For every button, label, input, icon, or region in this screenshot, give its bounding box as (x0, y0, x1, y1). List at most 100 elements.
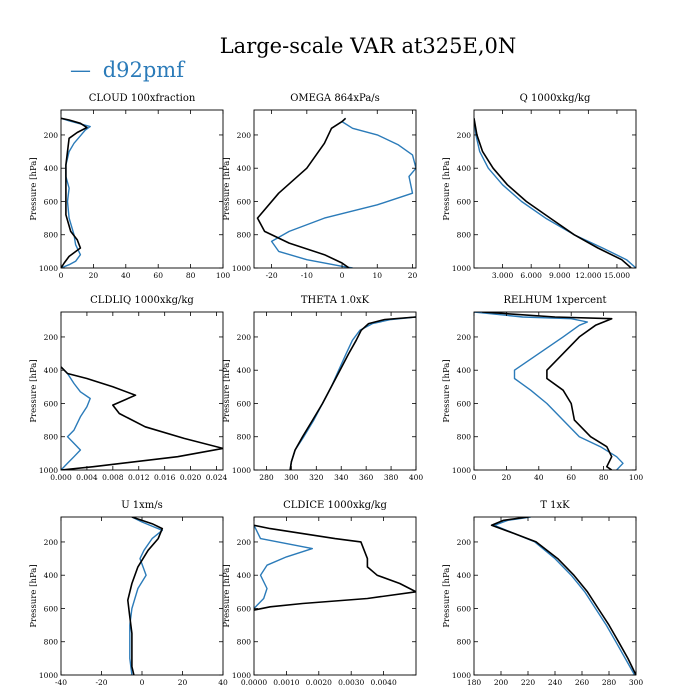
panel-title: CLDICE 1000xkg/kg (283, 500, 387, 511)
panel-title: Q 1000xkg/kg (520, 93, 591, 104)
model-line (61, 117, 91, 268)
chart-panel: U 1xm/s -40 -20 0 20 40 200 400 600 800 1000 Pressu… (29, 500, 228, 687)
plot-frame (473, 311, 637, 471)
chart-panel: T 1xK 180 200 220 240 260 280 300 200 400 600 800 10… (442, 500, 643, 687)
y-tick-label: 1000 (39, 466, 58, 475)
y-tick-label: 600 (237, 399, 252, 408)
series-group (127, 517, 164, 675)
panel-grid: CLOUD 100xfraction 0 20 40 60 80 100 200 400 600 8… (29, 93, 643, 687)
x-tick-label: 80 (599, 473, 609, 482)
plot-frame (253, 311, 417, 471)
y-tick-label: 400 (44, 366, 59, 375)
y-axis-label: Pressure [hPa] (29, 157, 39, 220)
x-tick-label: 340 (334, 473, 349, 482)
y-tick-label: 800 (457, 638, 472, 647)
x-tick-label: 0.000 (50, 473, 72, 482)
reference-line (289, 316, 416, 470)
model-line (474, 312, 624, 470)
x-tick-label: 260 (575, 678, 590, 687)
y-axis-label: Pressure [hPa] (29, 359, 39, 422)
model-line (474, 118, 636, 268)
y-tick-label: 800 (457, 231, 472, 240)
y-tick-label: 200 (44, 538, 59, 547)
x-tick-label: 0 (472, 473, 477, 482)
model-line (254, 524, 313, 609)
plot-frame (60, 109, 224, 269)
panel-title: CLDLIQ 1000xkg/kg (90, 295, 194, 306)
x-tick-label: 0.0010 (273, 678, 299, 687)
x-tick-label: 200 (494, 678, 509, 687)
legend-label: d92pmf (103, 58, 187, 82)
series-group (61, 366, 223, 470)
y-tick-label: 600 (237, 197, 252, 206)
plot-frame (473, 109, 637, 269)
y-tick-label: 600 (44, 399, 59, 408)
x-tick-label: 0.0020 (306, 678, 332, 687)
x-tick-label: 20 (89, 271, 99, 280)
chart-panel: RELHUM 1xpercent 0 20 40 60 80 100 200 400 600 800… (442, 295, 643, 482)
y-tick-label: 200 (44, 131, 59, 140)
x-tick-label: 0.0040 (370, 678, 396, 687)
y-tick-label: 400 (457, 164, 472, 173)
page-title: Large-scale VAR at325E,0N (220, 34, 517, 58)
plot-frame (253, 109, 417, 269)
y-tick-label: 400 (237, 164, 252, 173)
y-tick-label: 1000 (39, 671, 58, 680)
y-tick-label: 600 (457, 604, 472, 613)
y-axis-label: Pressure [hPa] (29, 564, 39, 627)
chart-panel: OMEGA 864xPa/s -20 -10 0 10 20 200 400 600 800 100… (222, 93, 417, 280)
y-tick-label: 600 (457, 197, 472, 206)
panel-title: U 1xm/s (121, 500, 163, 511)
x-tick-label: 0.016 (154, 473, 176, 482)
reference-line (254, 524, 416, 611)
y-tick-label: 400 (237, 571, 252, 580)
y-tick-label: 600 (44, 604, 59, 613)
series-group (490, 517, 636, 675)
y-tick-label: 400 (44, 164, 59, 173)
x-tick-label: 60 (566, 473, 576, 482)
model-line (289, 316, 416, 470)
reference-line (127, 517, 164, 675)
x-tick-label: 80 (186, 271, 196, 280)
x-tick-label: 100 (216, 271, 231, 280)
legend-marker: — (70, 58, 91, 82)
y-tick-label: 1000 (452, 264, 471, 273)
x-tick-label: 20 (178, 678, 188, 687)
series-group (256, 117, 416, 268)
panel-title: THETA 1.0xK (301, 295, 370, 306)
y-axis-label: Pressure [hPa] (442, 564, 452, 627)
y-axis-label: Pressure [hPa] (222, 564, 232, 627)
plot-frame (473, 516, 637, 676)
series-group (474, 312, 624, 470)
x-tick-label: -10 (301, 271, 313, 280)
y-tick-label: 200 (237, 131, 252, 140)
y-tick-label: 1000 (39, 264, 58, 273)
model-line (493, 517, 636, 675)
model-line (61, 366, 91, 470)
plot-frame (60, 311, 224, 471)
x-tick-label: 300 (284, 473, 299, 482)
panel-title: CLOUD 100xfraction (89, 93, 196, 104)
y-axis-label: Pressure [hPa] (442, 359, 452, 422)
x-tick-label: 0.008 (102, 473, 124, 482)
chart-panel: Q 1000xkg/kg 3.000 6.000 9.000 12.000 15.000 2… (442, 93, 637, 280)
x-tick-label: 380 (384, 473, 399, 482)
reference-line (61, 366, 223, 470)
x-tick-label: 9.000 (549, 271, 571, 280)
x-tick-label: 100 (629, 473, 644, 482)
x-tick-label: 0.024 (206, 473, 228, 482)
x-tick-label: 220 (521, 678, 536, 687)
x-tick-label: 280 (259, 473, 274, 482)
y-tick-label: 400 (457, 571, 472, 580)
x-tick-label: 360 (359, 473, 374, 482)
y-tick-label: 400 (44, 571, 59, 580)
y-tick-label: 600 (44, 197, 59, 206)
x-tick-label: 3.000 (492, 271, 514, 280)
x-tick-label: 180 (467, 678, 482, 687)
x-tick-label: -20 (266, 271, 278, 280)
y-axis-label: Pressure [hPa] (222, 157, 232, 220)
x-tick-label: -20 (95, 678, 107, 687)
x-tick-label: 60 (153, 271, 163, 280)
x-tick-label: 40 (534, 473, 544, 482)
x-tick-label: 0.004 (76, 473, 98, 482)
